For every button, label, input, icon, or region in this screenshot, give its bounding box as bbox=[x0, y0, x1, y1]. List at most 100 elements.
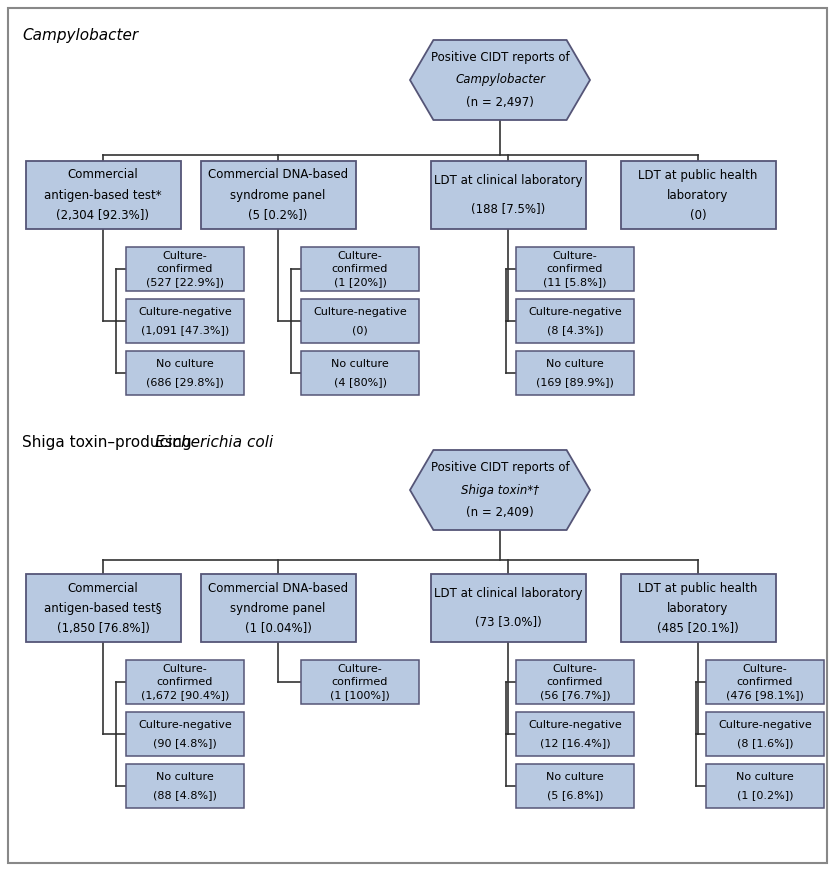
FancyBboxPatch shape bbox=[431, 161, 585, 229]
Text: confirmed: confirmed bbox=[547, 677, 603, 687]
Text: (0): (0) bbox=[690, 208, 706, 221]
Text: No culture: No culture bbox=[156, 359, 214, 368]
Text: (188 [7.5%]): (188 [7.5%]) bbox=[471, 203, 545, 216]
Text: (56 [76.7%]): (56 [76.7%]) bbox=[539, 690, 610, 700]
FancyBboxPatch shape bbox=[126, 764, 244, 808]
Text: Culture-negative: Culture-negative bbox=[528, 719, 622, 730]
Text: (0): (0) bbox=[352, 325, 368, 335]
Text: confirmed: confirmed bbox=[331, 264, 388, 274]
Text: Campylobacter: Campylobacter bbox=[22, 28, 138, 43]
Text: (485 [20.1%]): (485 [20.1%]) bbox=[657, 622, 739, 634]
Text: (n = 2,497): (n = 2,497) bbox=[466, 96, 534, 109]
Text: (2,304 [92.3%]): (2,304 [92.3%]) bbox=[57, 208, 149, 221]
Text: No culture: No culture bbox=[331, 359, 389, 368]
FancyBboxPatch shape bbox=[126, 351, 244, 395]
FancyBboxPatch shape bbox=[126, 299, 244, 343]
Text: LDT at clinical laboratory: LDT at clinical laboratory bbox=[433, 174, 582, 187]
FancyBboxPatch shape bbox=[431, 574, 585, 642]
Text: confirmed: confirmed bbox=[157, 677, 213, 687]
Text: Culture-: Culture- bbox=[553, 664, 597, 674]
Text: No culture: No culture bbox=[156, 772, 214, 782]
Text: (73 [3.0%]): (73 [3.0%]) bbox=[474, 616, 541, 629]
Text: Culture-negative: Culture-negative bbox=[528, 307, 622, 317]
Text: No culture: No culture bbox=[546, 772, 604, 782]
FancyBboxPatch shape bbox=[516, 299, 634, 343]
Text: confirmed: confirmed bbox=[157, 264, 213, 274]
Text: confirmed: confirmed bbox=[736, 677, 793, 687]
Text: (11 [5.8%]): (11 [5.8%]) bbox=[544, 277, 607, 287]
Text: Culture-: Culture- bbox=[553, 251, 597, 261]
Text: antigen-based test§: antigen-based test§ bbox=[44, 602, 162, 615]
Text: Culture-: Culture- bbox=[337, 664, 382, 674]
Polygon shape bbox=[410, 40, 590, 120]
Text: Shiga toxin–producing: Shiga toxin–producing bbox=[22, 435, 196, 450]
Text: (1 [0.04%]): (1 [0.04%]) bbox=[245, 622, 311, 634]
Text: (1,672 [90.4%]): (1,672 [90.4%]) bbox=[141, 690, 229, 700]
Text: Culture-negative: Culture-negative bbox=[718, 719, 812, 730]
FancyBboxPatch shape bbox=[516, 351, 634, 395]
Text: (n = 2,409): (n = 2,409) bbox=[466, 506, 534, 519]
FancyBboxPatch shape bbox=[126, 247, 244, 291]
FancyBboxPatch shape bbox=[516, 247, 634, 291]
Text: (90 [4.8%]): (90 [4.8%]) bbox=[153, 738, 217, 748]
Text: (4 [80%]): (4 [80%]) bbox=[333, 377, 387, 388]
Text: LDT at clinical laboratory: LDT at clinical laboratory bbox=[433, 587, 582, 600]
FancyBboxPatch shape bbox=[126, 712, 244, 756]
Text: Commercial DNA-based: Commercial DNA-based bbox=[208, 582, 348, 595]
Text: (527 [22.9%]): (527 [22.9%]) bbox=[146, 277, 224, 287]
FancyBboxPatch shape bbox=[301, 351, 419, 395]
Text: (1,850 [76.8%]): (1,850 [76.8%]) bbox=[57, 622, 149, 634]
FancyBboxPatch shape bbox=[620, 574, 776, 642]
Text: Shiga toxin*†: Shiga toxin*† bbox=[461, 483, 539, 496]
FancyBboxPatch shape bbox=[706, 764, 824, 808]
FancyBboxPatch shape bbox=[200, 574, 356, 642]
FancyBboxPatch shape bbox=[26, 161, 180, 229]
FancyBboxPatch shape bbox=[301, 247, 419, 291]
Text: Culture-: Culture- bbox=[742, 664, 787, 674]
Text: Culture-: Culture- bbox=[163, 664, 207, 674]
Text: (5 [0.2%]): (5 [0.2%]) bbox=[248, 208, 307, 221]
FancyBboxPatch shape bbox=[126, 660, 244, 704]
Text: Culture-: Culture- bbox=[163, 251, 207, 261]
Text: (12 [16.4%]): (12 [16.4%]) bbox=[539, 738, 610, 748]
Text: Positive CIDT reports of: Positive CIDT reports of bbox=[431, 51, 569, 64]
Text: (1 [0.2%]): (1 [0.2%]) bbox=[736, 790, 793, 800]
Text: (476 [98.1%]): (476 [98.1%]) bbox=[726, 690, 804, 700]
Text: confirmed: confirmed bbox=[331, 677, 388, 687]
FancyBboxPatch shape bbox=[301, 299, 419, 343]
Text: Commercial DNA-based: Commercial DNA-based bbox=[208, 168, 348, 181]
Text: Commercial: Commercial bbox=[68, 168, 139, 181]
Text: syndrome panel: syndrome panel bbox=[230, 602, 326, 615]
Text: Culture-negative: Culture-negative bbox=[138, 719, 232, 730]
FancyBboxPatch shape bbox=[620, 161, 776, 229]
Text: Culture-negative: Culture-negative bbox=[313, 307, 407, 317]
FancyBboxPatch shape bbox=[516, 712, 634, 756]
Text: (169 [89.9%]): (169 [89.9%]) bbox=[536, 377, 614, 388]
FancyBboxPatch shape bbox=[301, 660, 419, 704]
FancyBboxPatch shape bbox=[200, 161, 356, 229]
Text: (8 [1.6%]): (8 [1.6%]) bbox=[736, 738, 793, 748]
Text: laboratory: laboratory bbox=[667, 188, 729, 201]
Text: (1,091 [47.3%]): (1,091 [47.3%]) bbox=[141, 325, 229, 335]
Text: (5 [6.8%]): (5 [6.8%]) bbox=[547, 790, 603, 800]
Text: No culture: No culture bbox=[736, 772, 794, 782]
Text: (1 [100%]): (1 [100%]) bbox=[330, 690, 390, 700]
Text: confirmed: confirmed bbox=[547, 264, 603, 274]
FancyBboxPatch shape bbox=[516, 660, 634, 704]
FancyBboxPatch shape bbox=[26, 574, 180, 642]
Text: Commercial: Commercial bbox=[68, 582, 139, 595]
Text: laboratory: laboratory bbox=[667, 602, 729, 615]
Text: Culture-: Culture- bbox=[337, 251, 382, 261]
Text: Positive CIDT reports of: Positive CIDT reports of bbox=[431, 462, 569, 475]
Text: Campylobacter: Campylobacter bbox=[455, 73, 545, 86]
FancyBboxPatch shape bbox=[706, 712, 824, 756]
Text: LDT at public health: LDT at public health bbox=[638, 168, 757, 181]
Text: (686 [29.8%]): (686 [29.8%]) bbox=[146, 377, 224, 388]
Polygon shape bbox=[410, 450, 590, 530]
FancyBboxPatch shape bbox=[516, 764, 634, 808]
Text: Escherichia coli: Escherichia coli bbox=[155, 435, 273, 450]
Text: (1 [20%]): (1 [20%]) bbox=[333, 277, 387, 287]
Text: (8 [4.3%]): (8 [4.3%]) bbox=[547, 325, 604, 335]
Text: Culture-negative: Culture-negative bbox=[138, 307, 232, 317]
Text: antigen-based test*: antigen-based test* bbox=[44, 188, 162, 201]
